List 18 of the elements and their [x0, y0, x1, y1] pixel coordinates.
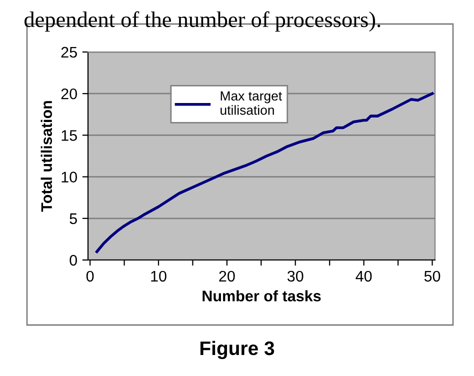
x-axis-title: Number of tasks	[202, 290, 321, 302]
caption: Figure 3	[200, 340, 274, 360]
y-tick-label: 15	[62, 130, 77, 141]
text: dependent of the number of processors).	[24, 11, 380, 32]
x-tick-label: 0	[86, 270, 94, 282]
y-tick-label: 20	[61, 88, 77, 100]
legend-label: Max target utilisation	[220, 91, 282, 115]
y-tick-label: 10	[62, 172, 77, 182]
x-tick-label: 30	[287, 270, 304, 282]
x-tick-label: 10	[151, 270, 166, 282]
y-axis-title: Total utilisation	[40, 101, 52, 212]
y-tick-label: 0	[70, 254, 77, 266]
y-tick-label: 5	[70, 213, 77, 224]
x-tick-label: 50	[424, 270, 440, 282]
line-series	[96, 92, 434, 254]
x-tick-label: 20	[219, 270, 235, 282]
y-tick-label: 25	[61, 46, 77, 58]
x-tick-label: 40	[356, 270, 372, 282]
